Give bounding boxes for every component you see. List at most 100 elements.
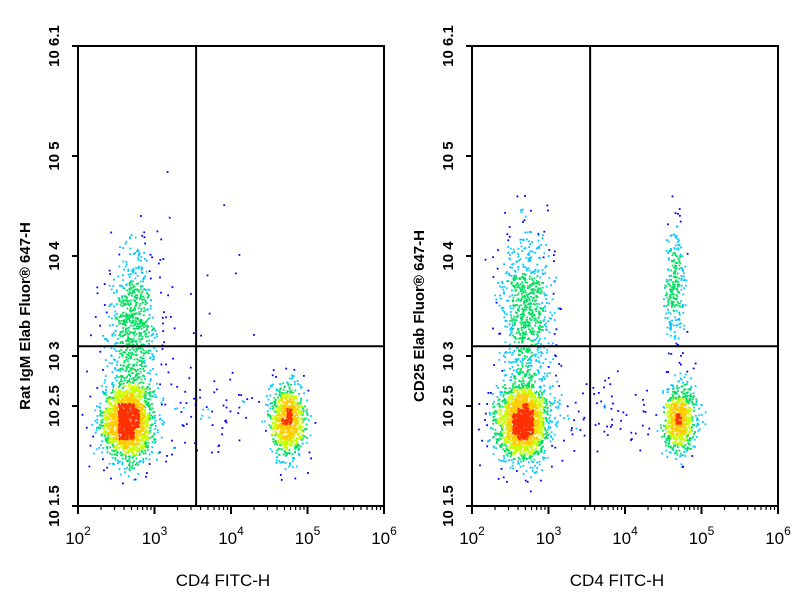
event-dot — [557, 405, 560, 408]
event-dot — [116, 410, 119, 413]
event-dot — [543, 292, 546, 295]
event-dot — [98, 447, 101, 449]
event-dot — [118, 427, 121, 429]
event-dot — [110, 414, 113, 417]
event-dot — [129, 440, 132, 442]
event-dot — [292, 415, 295, 417]
event-dot — [507, 251, 510, 254]
event-dot — [527, 461, 530, 464]
event-dot — [131, 391, 134, 394]
event-dot — [147, 423, 150, 425]
event-dot — [118, 356, 121, 359]
event-dot — [123, 392, 125, 394]
event-dot — [279, 433, 282, 436]
event-dot — [535, 353, 537, 356]
event-dot — [146, 302, 148, 305]
event-dot — [577, 410, 580, 413]
event-dot — [503, 455, 505, 457]
event-dot — [121, 461, 124, 464]
event-dot — [287, 424, 290, 427]
event-dot — [527, 366, 529, 369]
event-dot — [295, 428, 297, 431]
event-dot — [146, 326, 148, 329]
event-dot — [134, 295, 137, 297]
event-dot — [113, 395, 115, 397]
event-dot — [138, 290, 141, 293]
event-dot — [151, 403, 153, 405]
event-dot — [125, 316, 127, 319]
event-dot — [124, 370, 127, 373]
event-dot — [296, 434, 299, 437]
event-dot — [309, 434, 312, 437]
event-dot — [540, 380, 543, 382]
event-dot — [132, 442, 135, 444]
event-dot — [687, 391, 689, 394]
event-dot — [128, 450, 130, 453]
event-dot — [142, 446, 145, 449]
event-dot — [673, 275, 675, 278]
event-dot — [151, 353, 153, 355]
event-dot — [537, 282, 540, 284]
event-dot — [549, 402, 552, 404]
event-dot — [553, 260, 555, 263]
event-dot — [156, 458, 158, 461]
event-dot — [671, 264, 674, 267]
event-dot — [529, 231, 531, 233]
event-dot — [142, 448, 145, 450]
event-dot — [148, 352, 150, 355]
event-dot — [295, 414, 298, 417]
event-dot — [139, 356, 142, 359]
event-dot — [300, 413, 303, 415]
event-dot — [159, 451, 161, 454]
event-dot — [111, 433, 113, 436]
event-dot — [609, 383, 612, 386]
event-dot — [128, 293, 130, 296]
event-dot — [547, 342, 550, 345]
event-dot — [113, 463, 115, 466]
event-dot — [289, 432, 292, 434]
event-dot — [105, 407, 107, 410]
event-dot — [129, 421, 132, 424]
event-dot — [135, 457, 138, 460]
event-dot — [630, 439, 632, 441]
event-dot — [176, 385, 179, 388]
event-dot — [111, 389, 114, 391]
x-axis-ticks — [77, 506, 385, 514]
x-axis-title: CD4 FITC-H — [176, 571, 270, 590]
event-dot — [679, 305, 682, 308]
event-dot — [160, 291, 162, 294]
event-dot — [136, 312, 139, 315]
event-dot — [503, 457, 506, 459]
event-dot — [134, 401, 136, 403]
event-dot — [143, 421, 145, 424]
event-dot — [540, 354, 542, 357]
event-dot — [136, 318, 139, 321]
event-dot — [678, 239, 680, 242]
event-dot — [281, 441, 283, 444]
event-dot — [644, 411, 647, 413]
event-dot — [286, 419, 289, 422]
event-dot — [283, 396, 286, 399]
event-dot — [296, 380, 299, 382]
event-dot — [111, 371, 114, 373]
event-dot — [169, 316, 172, 318]
event-dot — [117, 376, 120, 378]
event-dot — [102, 458, 104, 461]
event-dot — [484, 258, 487, 261]
event-dot — [129, 331, 132, 334]
event-dot — [535, 322, 537, 325]
event-dot — [511, 353, 514, 356]
event-dot — [145, 365, 147, 367]
event-dot — [674, 271, 676, 274]
event-dot — [281, 408, 284, 411]
event-dot — [148, 432, 150, 435]
event-dot — [147, 417, 149, 420]
event-dot — [670, 234, 673, 237]
event-dot — [557, 401, 559, 404]
event-dot — [478, 403, 481, 405]
event-dot — [285, 446, 288, 449]
event-dot — [603, 386, 605, 389]
event-dot — [646, 389, 648, 392]
event-dot — [132, 452, 135, 454]
event-dot — [491, 428, 494, 430]
